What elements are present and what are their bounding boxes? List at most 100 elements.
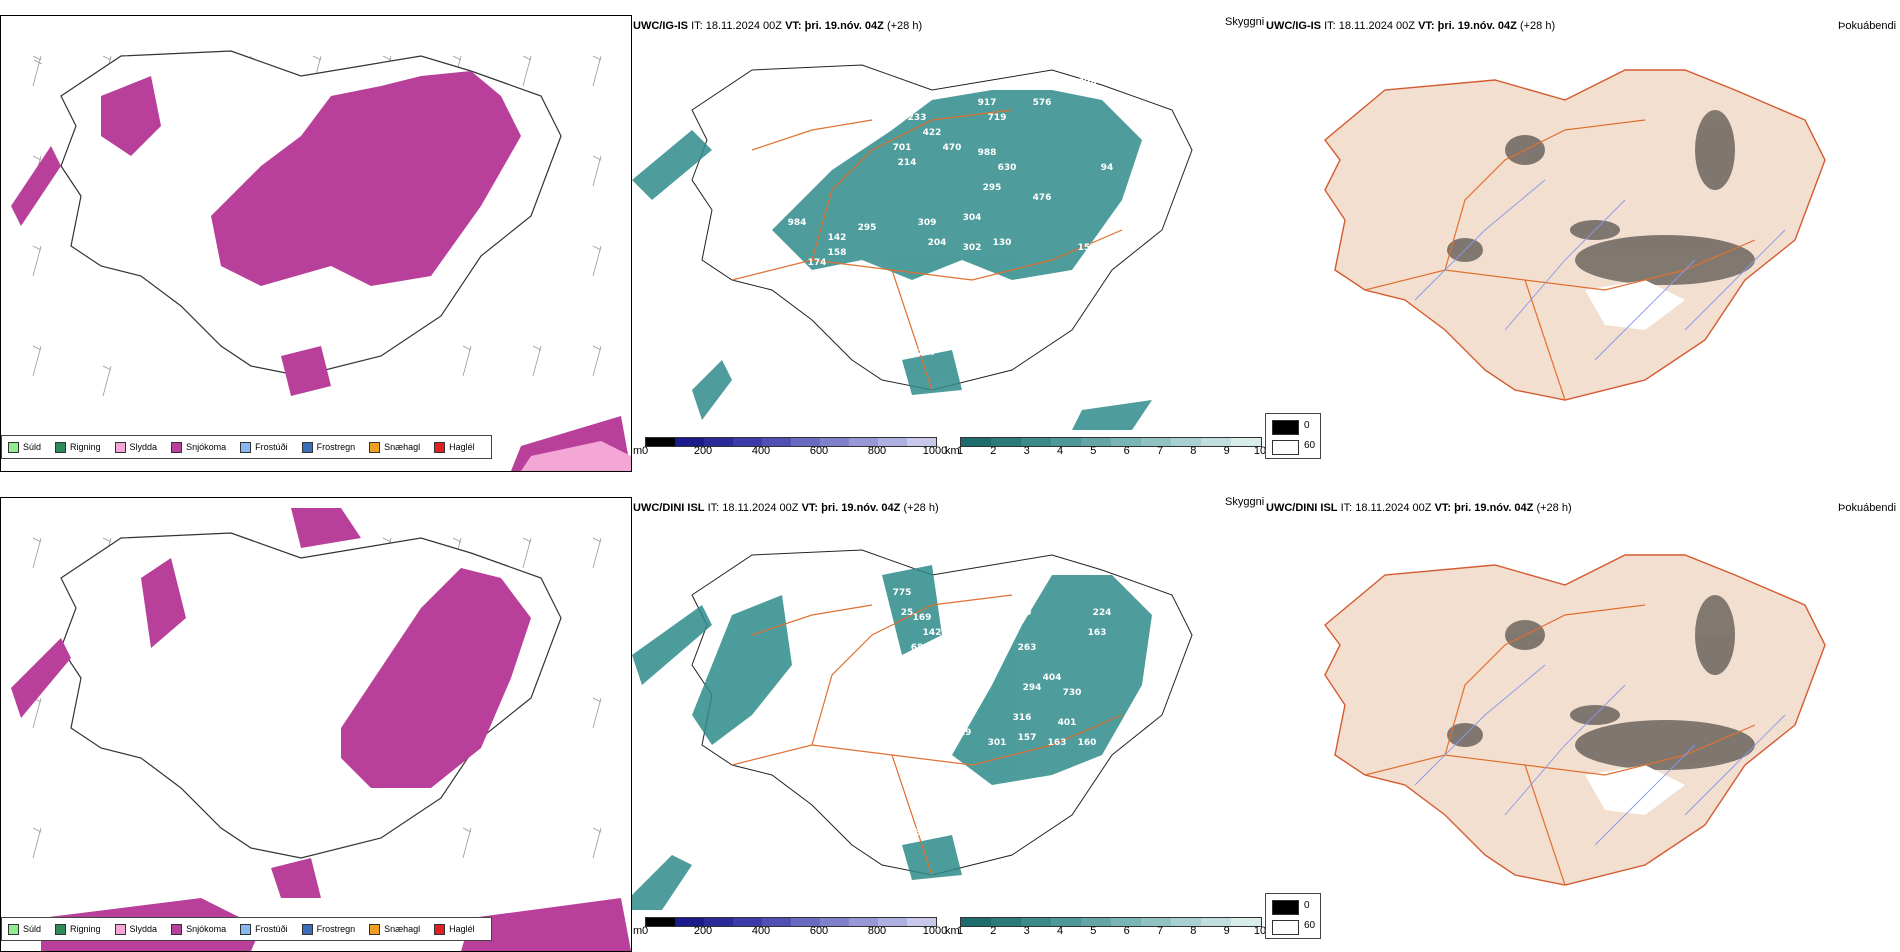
legend-item-haglel: Haglél	[434, 441, 475, 453]
precip-map-svg	[11, 50, 631, 471]
panel-title-fog-2: UWC/DINI ISL IT: 18.11.2024 00Z VT: þri.…	[1266, 502, 1572, 514]
swatch-frostudi-2	[240, 923, 252, 935]
visibility-tick: 8	[1190, 925, 1197, 937]
roads-fog-2	[1364, 604, 1756, 886]
fog-map-2[interactable]	[1265, 515, 1895, 910]
cloud-base-value: 770	[1013, 608, 1032, 618]
visibility-block	[1201, 918, 1231, 926]
cloud-base-value: 719	[988, 113, 1007, 123]
precip-type-map[interactable]	[0, 15, 632, 472]
visibility-tick: 1	[956, 445, 964, 457]
height-block	[820, 438, 849, 446]
visibility-block	[1051, 918, 1081, 926]
sleet-area	[521, 441, 631, 471]
visibility-block	[1111, 918, 1141, 926]
cloud-base-value: 25	[921, 663, 934, 673]
visibility-map-2[interactable]: 775 25 169 142 68 25 332 770 224 163 263 404 294 730 3…	[632, 515, 1262, 910]
height-block	[849, 438, 878, 446]
cloud-base-value: 169	[913, 613, 932, 623]
low-cloud-areas-2	[632, 565, 1152, 910]
swatch-frostregn	[301, 441, 313, 453]
height-block	[762, 918, 791, 926]
height-tick: 0	[641, 445, 649, 457]
visibility-block	[961, 918, 991, 926]
cloud-base-value: 174	[808, 258, 827, 268]
panel-name-visibility: Skyggni	[1225, 16, 1265, 28]
cloud-base-value: 404	[1043, 673, 1062, 683]
legend-item-snjokoma-2: Snjókoma	[171, 923, 226, 935]
visibility-tick: 3	[1023, 445, 1030, 457]
visibility-tick: 6	[1123, 925, 1130, 937]
visibility-tick: 4	[1056, 445, 1064, 457]
swatch-haglel	[434, 441, 446, 453]
legend-item-rigning: Rigning	[55, 441, 101, 453]
cloud-base-value: 224	[1093, 608, 1112, 618]
height-block	[878, 918, 907, 926]
cloud-base-value: 798	[1078, 78, 1097, 88]
swatch-sud	[8, 441, 19, 453]
height-block	[849, 918, 878, 926]
cloud-base-value: 160	[1078, 738, 1097, 748]
cloud-base-value: 142	[923, 628, 942, 638]
cloud-base-value: 160	[893, 833, 912, 843]
visibility-block	[1171, 918, 1201, 926]
cloud-base-value: 701	[893, 143, 912, 153]
cloud-base-value: 917	[978, 98, 997, 108]
visibility-colorbar-blocks	[960, 437, 1262, 447]
legend-item-frostudi: Frostúði	[240, 441, 288, 453]
fog-legend-2: 0 60	[1265, 893, 1321, 939]
cloud-base-value: 68	[911, 643, 924, 653]
visibility-unit-2: km	[945, 925, 960, 937]
cloud-base-value: 293	[903, 828, 922, 838]
visibility-tick: 7	[1156, 445, 1164, 457]
height-tick: 200	[693, 445, 713, 457]
height-block	[907, 438, 936, 446]
cloud-base-value: 576	[1033, 98, 1052, 108]
swatch-rigning	[55, 441, 67, 453]
cloud-base-value: 470	[943, 143, 962, 153]
rivers-fog	[1414, 179, 1786, 361]
cloud-base-value: 332	[953, 648, 972, 658]
cloud-base-value: 476	[1033, 193, 1052, 203]
fog-map-svg-2	[1324, 554, 1826, 886]
visibility-block	[1171, 438, 1201, 446]
visibility-tick: 9	[1223, 445, 1230, 457]
fog-map[interactable]	[1265, 30, 1895, 430]
swatch-sud-2	[8, 923, 19, 935]
visibility-map[interactable]: 233 701 214 422 470 917 719 576 988 630 295 476 94 79…	[632, 30, 1262, 430]
precip-map-svg-2	[11, 508, 631, 951]
cloud-base-value: 233	[908, 113, 927, 123]
cloud-base-value: 219	[953, 728, 972, 738]
cloud-base-value: 163	[1088, 628, 1107, 638]
cloud-base-value: 304	[963, 213, 982, 223]
visibility-tick: 7	[1156, 925, 1164, 937]
swatch-frostregn-2	[301, 923, 313, 935]
height-block	[791, 438, 820, 446]
swatch-snjokoma	[171, 441, 183, 453]
height-block	[878, 438, 907, 446]
height-unit-2: m	[633, 925, 643, 937]
cloud-base-value: 25	[901, 608, 914, 618]
cloud-base-value: 94	[1101, 163, 1114, 173]
precip-type-map-2[interactable]	[0, 497, 632, 952]
fog-clear-area	[1585, 280, 1685, 330]
cloud-base-value: 988	[978, 148, 997, 158]
visibility-block	[1141, 918, 1171, 926]
swatch-rigning-2	[55, 923, 67, 935]
legend-item-snaehagl-2: Snæhagl	[369, 923, 420, 935]
visibility-block	[1231, 438, 1261, 446]
height-block	[646, 918, 675, 926]
cloud-base-value: 263	[1018, 643, 1037, 653]
fog-legend-dark-2	[1272, 900, 1299, 915]
height-tick: 200	[693, 925, 713, 937]
fog-clear-area-2	[1585, 765, 1685, 815]
panel-title-fog: UWC/IG-IS IT: 18.11.2024 00Z VT: þri. 19…	[1266, 20, 1556, 32]
legend-item-rigning-2: Rigning	[55, 923, 101, 935]
cloud-base-value: 130	[993, 238, 1012, 248]
visibility-block	[991, 918, 1021, 926]
precip-legend-2: Súld Rigning Slydda Snjókoma Frostúði Fr…	[1, 917, 492, 941]
panel-title-visibility: UWC/IG-IS IT: 18.11.2024 00Z VT: þri. 19…	[633, 20, 923, 32]
